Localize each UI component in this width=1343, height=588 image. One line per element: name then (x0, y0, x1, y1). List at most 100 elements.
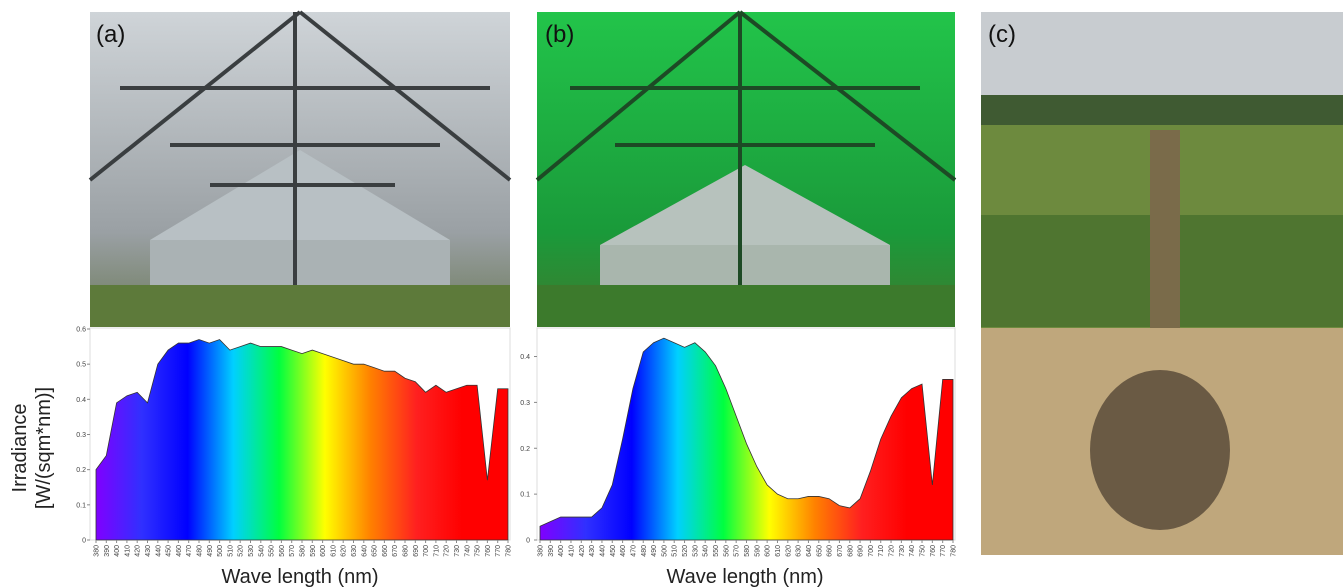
x-tick-label: 730 (899, 545, 906, 557)
panel-label: (a) (96, 21, 125, 48)
x-tick-label: 540 (703, 545, 710, 557)
y-tick-label: 0.1 (520, 492, 530, 499)
x-tick-label: 690 (413, 545, 420, 557)
x-tick-label: 500 (661, 545, 668, 557)
x-tick-label: 630 (796, 545, 803, 557)
x-tick-label: 450 (610, 545, 617, 557)
x-tick-label: 410 (568, 545, 575, 557)
x-tick-label: 620 (785, 545, 792, 557)
x-tick-label: 530 (248, 545, 255, 557)
x-tick-label: 410 (124, 545, 131, 557)
x-tick-label: 580 (744, 545, 751, 557)
spectrum-area (539, 337, 954, 541)
x-tick-label: 620 (341, 545, 348, 557)
y-tick-label: 0 (82, 538, 86, 545)
x-axis-label: Wave length (nm) (221, 566, 378, 588)
x-tick-label: 640 (806, 545, 813, 557)
x-tick-label: 520 (682, 545, 689, 557)
y-tick-label: 0.3 (76, 432, 86, 439)
x-tick-label: 590 (754, 545, 761, 557)
x-tick-label: 740 (909, 545, 916, 557)
panel-label: (c) (988, 21, 1016, 48)
x-tick-label: 780 (951, 545, 958, 557)
x-tick-label: 780 (506, 545, 513, 557)
x-tick-label: 490 (651, 545, 658, 557)
x-tick-label: 660 (827, 545, 834, 557)
x-tick-label: 610 (330, 545, 337, 557)
x-tick-label: 400 (558, 545, 565, 557)
x-tick-label: 430 (589, 545, 596, 557)
x-tick-label: 750 (920, 545, 927, 557)
y-tick-label: 0.4 (520, 354, 530, 361)
x-tick-label: 460 (176, 545, 183, 557)
photo-greenhouse-b: (b) (535, 10, 957, 327)
x-tick-label: 420 (579, 545, 586, 557)
x-tick-label: 710 (878, 545, 885, 557)
x-tick-label: 570 (289, 545, 296, 557)
x-tick-label: 400 (114, 545, 121, 557)
y-tick-label: 0 (526, 538, 530, 545)
y-tick-label: 0.1 (76, 502, 86, 509)
x-tick-label: 450 (166, 545, 173, 557)
x-tick-label: 770 (940, 545, 947, 557)
x-tick-label: 660 (382, 545, 389, 557)
y-tick-label: 0.2 (520, 446, 530, 453)
x-tick-label: 740 (464, 545, 471, 557)
x-tick-label: 440 (155, 545, 162, 557)
x-tick-label: 560 (723, 545, 730, 557)
x-tick-label: 670 (392, 545, 399, 557)
y-axis-label: Irradiance (9, 404, 31, 493)
x-tick-label: 670 (837, 545, 844, 557)
x-tick-label: 500 (217, 545, 224, 557)
x-tick-label: 760 (485, 545, 492, 557)
x-tick-label: 490 (207, 545, 214, 557)
x-tick-label: 650 (372, 545, 379, 557)
x-tick-label: 520 (238, 545, 245, 557)
x-tick-label: 540 (258, 545, 265, 557)
x-tick-label: 630 (351, 545, 358, 557)
y-tick-label: 0.2 (76, 467, 86, 474)
y-tick-label: 0.5 (76, 362, 86, 369)
x-tick-label: 550 (269, 545, 276, 557)
x-tick-label: 470 (186, 545, 193, 557)
x-tick-label: 510 (227, 545, 234, 557)
spectrum-area (95, 339, 509, 541)
x-tick-label: 560 (279, 545, 286, 557)
x-tick-label: 430 (145, 545, 152, 557)
x-tick-label: 610 (775, 545, 782, 557)
x-axis-label: Wave length (nm) (666, 566, 823, 588)
x-tick-label: 380 (538, 545, 545, 557)
x-tick-label: 720 (889, 545, 896, 557)
x-tick-label: 570 (734, 545, 741, 557)
x-tick-label: 510 (672, 545, 679, 557)
x-tick-label: 760 (930, 545, 937, 557)
x-tick-label: 690 (858, 545, 865, 557)
x-tick-label: 720 (444, 545, 451, 557)
x-tick-label: 580 (300, 545, 307, 557)
x-tick-label: 770 (495, 545, 502, 557)
x-tick-label: 470 (630, 545, 637, 557)
x-tick-label: 700 (868, 545, 875, 557)
x-tick-label: 530 (692, 545, 699, 557)
x-tick-label: 480 (197, 545, 204, 557)
x-tick-label: 730 (454, 545, 461, 557)
x-tick-label: 680 (847, 545, 854, 557)
y-tick-label: 0.3 (520, 400, 530, 407)
x-tick-label: 590 (310, 545, 317, 557)
panel-label: (b) (545, 21, 574, 48)
x-tick-label: 440 (599, 545, 606, 557)
photo-field: (c) (981, 12, 1343, 555)
y-axis-label: [W/(sqm*nm)] (33, 387, 55, 509)
x-tick-label: 390 (548, 545, 555, 557)
x-tick-label: 700 (423, 545, 430, 557)
x-tick-label: 460 (620, 545, 627, 557)
x-tick-label: 480 (641, 545, 648, 557)
x-tick-label: 650 (816, 545, 823, 557)
x-tick-label: 640 (361, 545, 368, 557)
x-tick-label: 420 (135, 545, 142, 557)
x-tick-label: 710 (433, 545, 440, 557)
x-tick-label: 390 (104, 545, 111, 557)
x-tick-label: 750 (475, 545, 482, 557)
photo-greenhouse-a: (a) (88, 10, 512, 327)
